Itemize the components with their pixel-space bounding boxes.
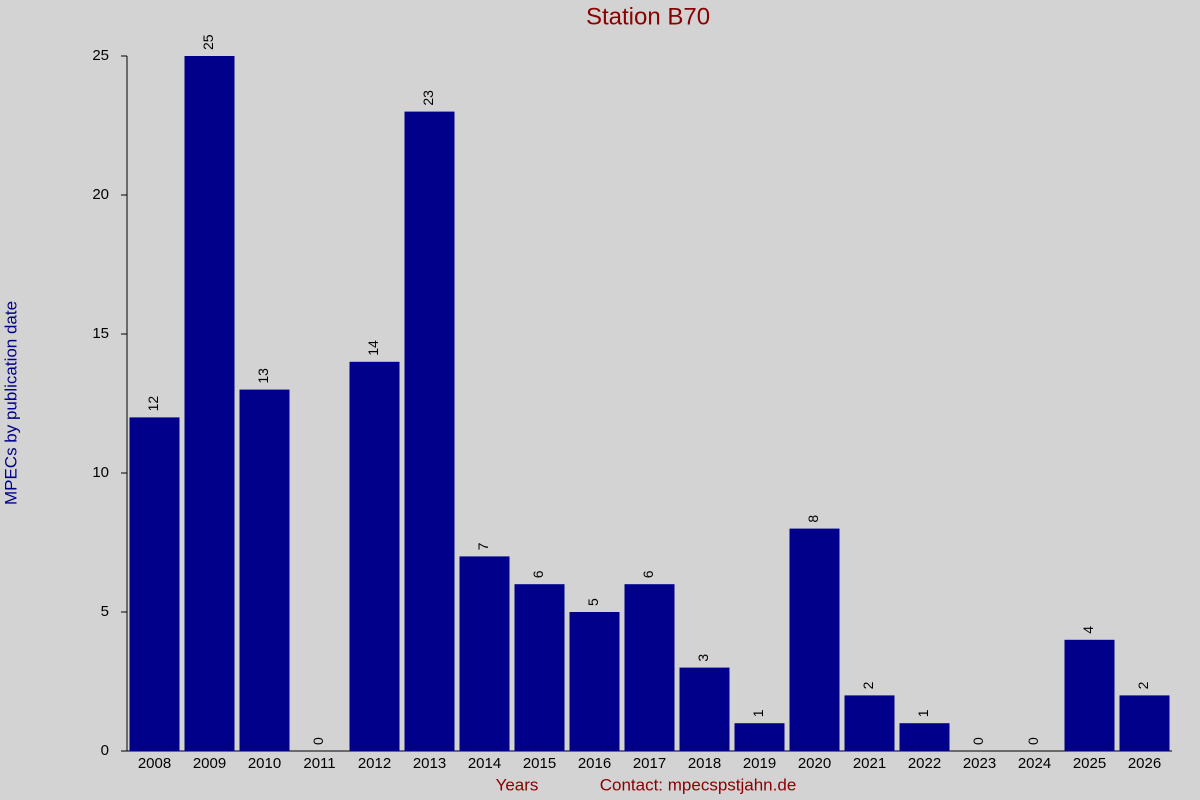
value-label: 23	[420, 90, 436, 106]
x-tick-label: 2025	[1073, 755, 1106, 772]
x-tick-label: 2014	[468, 755, 501, 772]
value-label: 3	[695, 654, 711, 662]
x-tick-label: 2022	[908, 755, 941, 772]
value-label: 0	[1025, 737, 1041, 745]
x-tick-label: 2023	[963, 755, 996, 772]
y-tick-label: 5	[101, 603, 109, 620]
chart-title: Station B70	[586, 3, 710, 30]
x-tick-label: 2017	[633, 755, 666, 772]
x-tick-label: 2018	[688, 755, 721, 772]
x-tick-label: 2024	[1018, 755, 1051, 772]
bar	[129, 417, 180, 751]
value-label: 6	[640, 570, 656, 578]
x-tick-label: 2013	[413, 755, 446, 772]
bar	[789, 528, 840, 751]
x-tick-label: 2011	[303, 755, 335, 772]
bar	[1064, 639, 1115, 751]
value-label: 0	[310, 737, 326, 745]
bar	[184, 56, 235, 751]
bar	[1119, 695, 1170, 751]
x-tick-label: 2009	[193, 755, 226, 772]
value-label: 25	[200, 34, 216, 50]
x-tick-label: 2010	[248, 755, 281, 772]
x-tick-label: 2015	[523, 755, 556, 772]
value-label: 2	[860, 681, 876, 689]
y-axis-label: MPECs by publication date	[1, 301, 20, 505]
value-label: 1	[915, 709, 931, 717]
x-tick-label: 2008	[138, 755, 171, 772]
bar	[349, 361, 400, 751]
bar	[679, 667, 730, 751]
value-label: 4	[1080, 626, 1096, 634]
value-label: 13	[255, 368, 271, 384]
value-label: 5	[585, 598, 601, 606]
value-label: 8	[805, 515, 821, 523]
x-tick-label: 2016	[578, 755, 611, 772]
y-tick-label: 25	[92, 47, 109, 64]
bar	[239, 389, 290, 751]
y-tick-label: 20	[92, 186, 109, 203]
value-label: 6	[530, 570, 546, 578]
bar	[734, 723, 785, 751]
x-tick-label: 2021	[853, 755, 886, 772]
value-label: 14	[365, 340, 381, 356]
y-tick-label: 0	[101, 742, 109, 759]
y-tick-label: 10	[92, 464, 109, 481]
x-tick-label: 2012	[358, 755, 391, 772]
x-axis-label: Years	[496, 775, 539, 794]
bar	[514, 584, 565, 751]
value-label: 7	[475, 542, 491, 550]
x-tick-label: 2026	[1128, 755, 1161, 772]
value-label: 2	[1135, 681, 1151, 689]
x-tick-label: 2020	[798, 755, 831, 772]
value-label: 0	[970, 737, 986, 745]
bar	[899, 723, 950, 751]
value-label: 1	[750, 709, 766, 717]
x-tick-label: 2019	[743, 755, 776, 772]
contact: Contact: mpecspstjahn.de	[600, 775, 797, 794]
y-tick-label: 15	[92, 325, 109, 342]
bar	[459, 556, 510, 751]
bar	[404, 111, 455, 752]
value-label: 12	[145, 396, 161, 412]
bar	[844, 695, 895, 751]
bar	[569, 612, 620, 751]
bar	[624, 584, 675, 751]
